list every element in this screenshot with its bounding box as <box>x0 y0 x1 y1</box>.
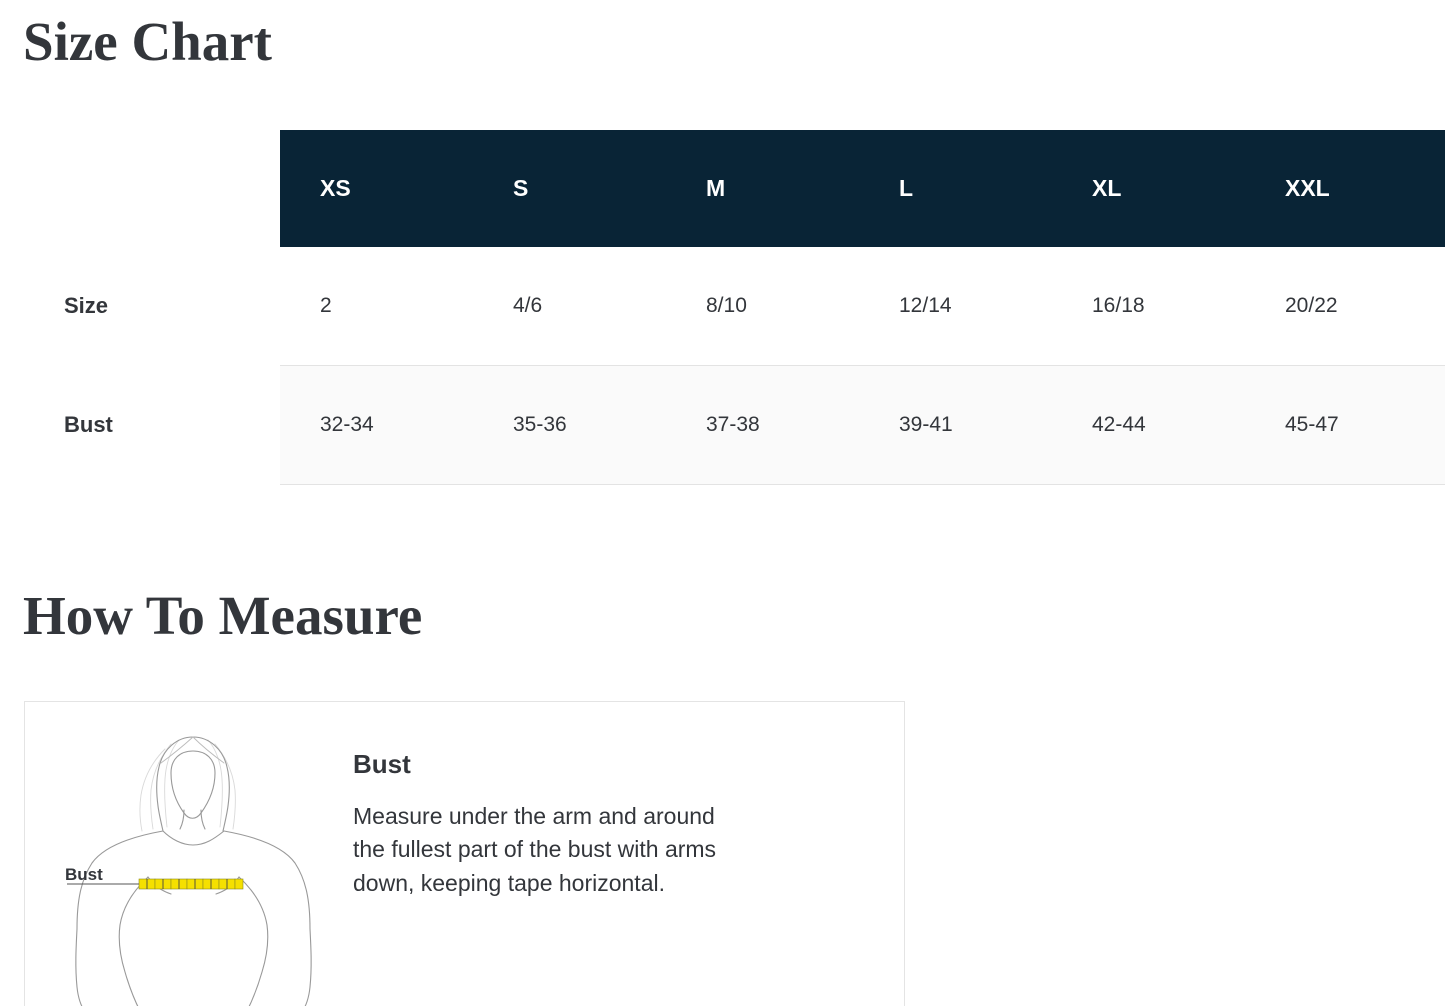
svg-text:Bust: Bust <box>65 865 103 884</box>
